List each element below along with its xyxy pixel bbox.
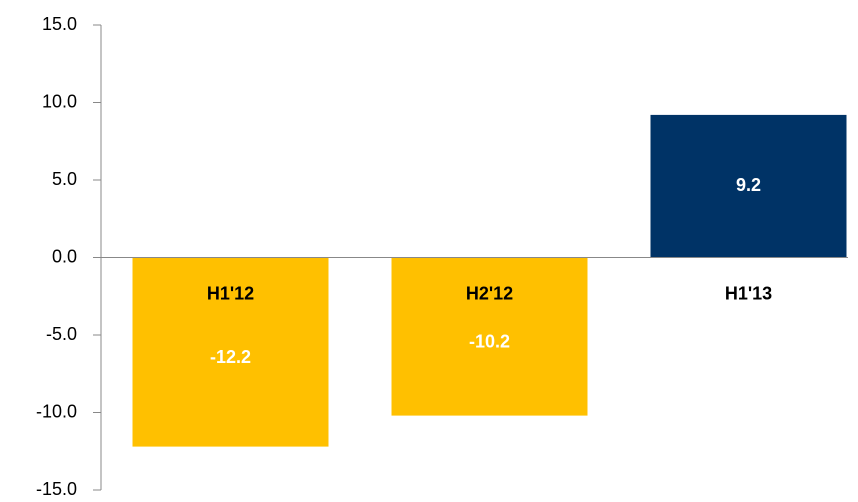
bar	[650, 114, 847, 258]
data-label: -12.2	[210, 347, 251, 367]
bar	[391, 257, 588, 416]
y-tick-label: -10.0	[36, 401, 77, 421]
data-label: -10.2	[469, 331, 510, 351]
y-tick-label: -5.0	[46, 324, 77, 344]
x-tick-label: H1'12	[207, 283, 254, 303]
y-tick-label: 10.0	[42, 91, 77, 111]
y-tick-label: 15.0	[42, 14, 77, 34]
y-tick-label: 5.0	[52, 169, 77, 189]
x-tick-label: H1'13	[725, 283, 772, 303]
bar	[132, 257, 329, 447]
y-tick-label: 0.0	[52, 246, 77, 266]
data-label: 9.2	[736, 175, 761, 195]
y-tick-label: -15.0	[36, 479, 77, 499]
x-tick-label: H2'12	[466, 283, 513, 303]
